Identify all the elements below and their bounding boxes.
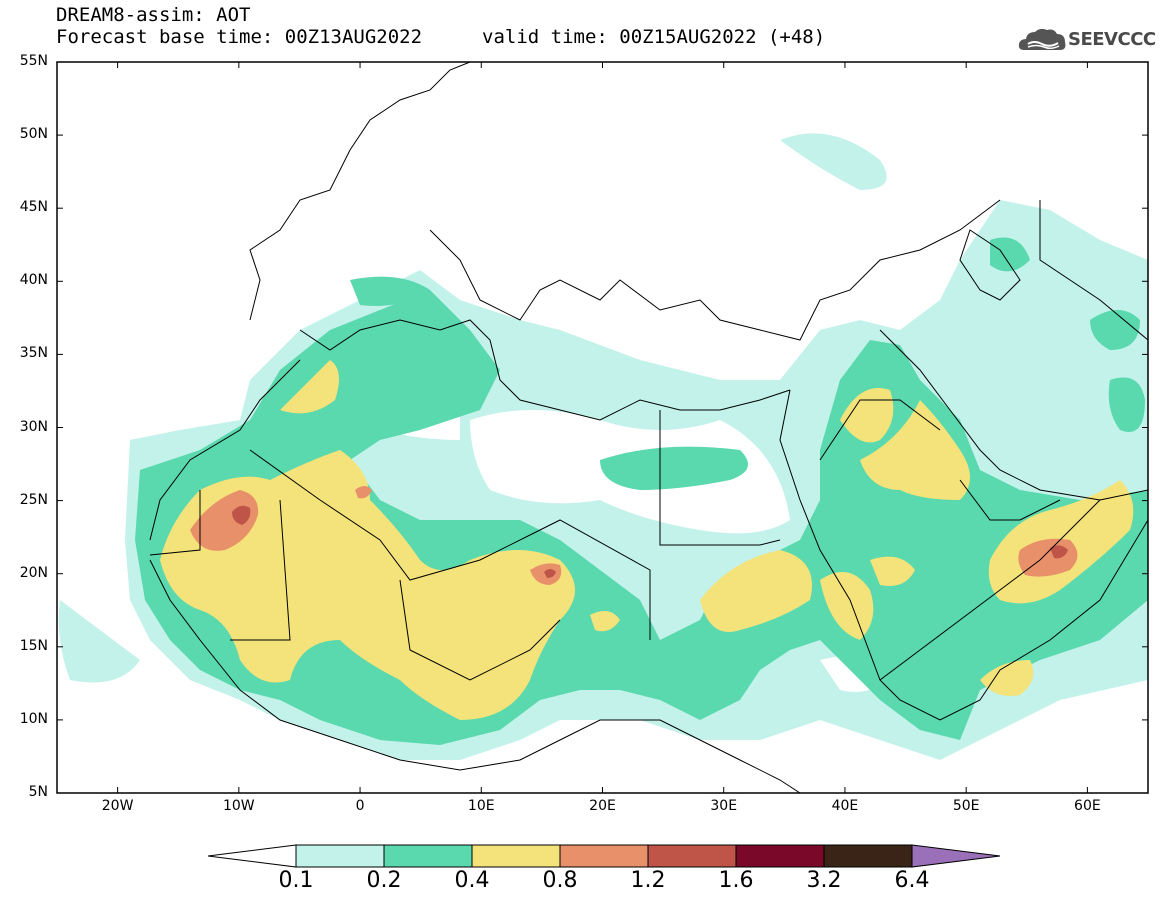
lat-label: 45N [19,199,48,216]
lon-label: 40E [831,798,859,814]
logo-text: SEEVCCC [1068,29,1156,50]
aot-field [58,62,1148,793]
lat-label: 35N [19,345,48,362]
lat-label: 10N [19,710,48,727]
lon-label: 10W [222,798,255,814]
colorbar-label: 0.2 [366,868,402,893]
colorbar-label: 0.8 [542,868,578,893]
lon-label: 20W [101,798,134,814]
forecast-base-time: Forecast base time: 00Z13AUG2022 [56,26,423,48]
cloud-logo-icon [1018,28,1066,50]
colorbar-label: 1.2 [630,868,666,893]
colorbar-under-arrow [207,844,297,868]
lat-label: 5N [28,784,48,800]
lat-label: 55N [19,53,48,69]
lat-label: 40N [19,272,48,289]
colorbar-swatch [383,844,473,868]
colorbar-label: 1.6 [718,868,754,893]
lon-label: 30E [710,798,738,814]
colorbar-swatch [295,844,385,868]
colorbar-label: 3.2 [806,868,842,893]
lat-label: 15N [19,637,48,654]
map-title: DREAM8-assim: AOT [56,4,251,26]
colorbar-swatch [471,844,561,868]
colorbar-label: 0.1 [278,868,314,893]
lat-label: 50N [19,126,48,143]
lat-label: 20N [19,564,48,581]
colorbar-over-arrow [911,844,1001,868]
lat-label: 30N [19,418,48,435]
colorbar-swatch [823,844,913,868]
colorbar-label: 0.4 [454,868,490,893]
colorbar-label: 6.4 [894,868,930,893]
lat-label: 25N [19,491,48,508]
colorbar-swatch [559,844,649,868]
colorbar-swatch [735,844,825,868]
valid-time: valid time: 00Z15AUG2022 (+48) [482,26,826,48]
axis-ticks [57,61,1148,794]
colorbar [207,844,1001,868]
lon-label: 20E [589,798,616,814]
lon-label: 60E [1074,798,1101,814]
coastlines [149,62,1148,793]
seevccc-logo [1018,24,1158,56]
lon-label: 10E [467,798,495,814]
lon-label: 50E [952,798,980,814]
aot-level-1.2 [232,505,1068,578]
lon-label: 0 [355,798,365,814]
colorbar-swatch [647,844,737,868]
